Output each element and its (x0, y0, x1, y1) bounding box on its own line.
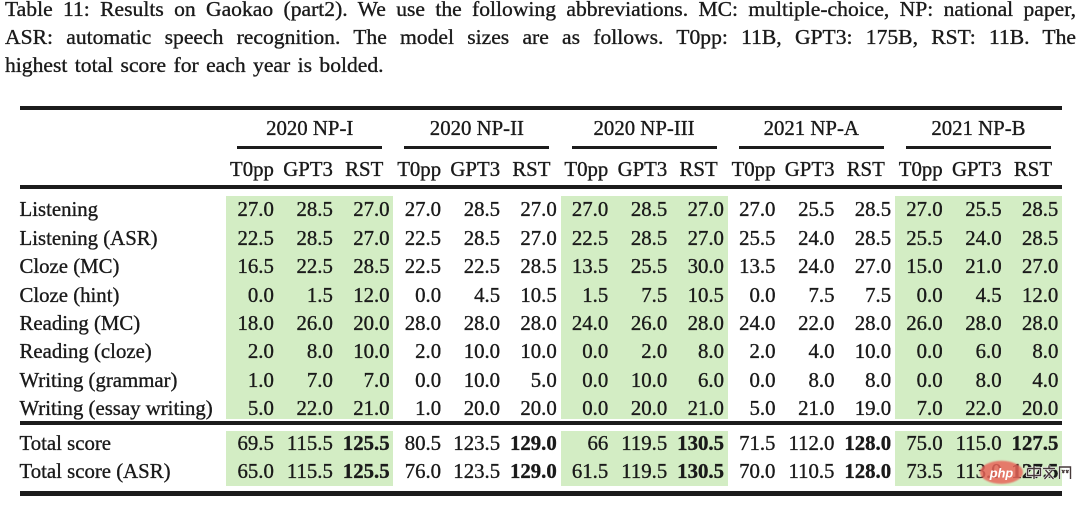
svg-text:php: php (989, 466, 1014, 481)
